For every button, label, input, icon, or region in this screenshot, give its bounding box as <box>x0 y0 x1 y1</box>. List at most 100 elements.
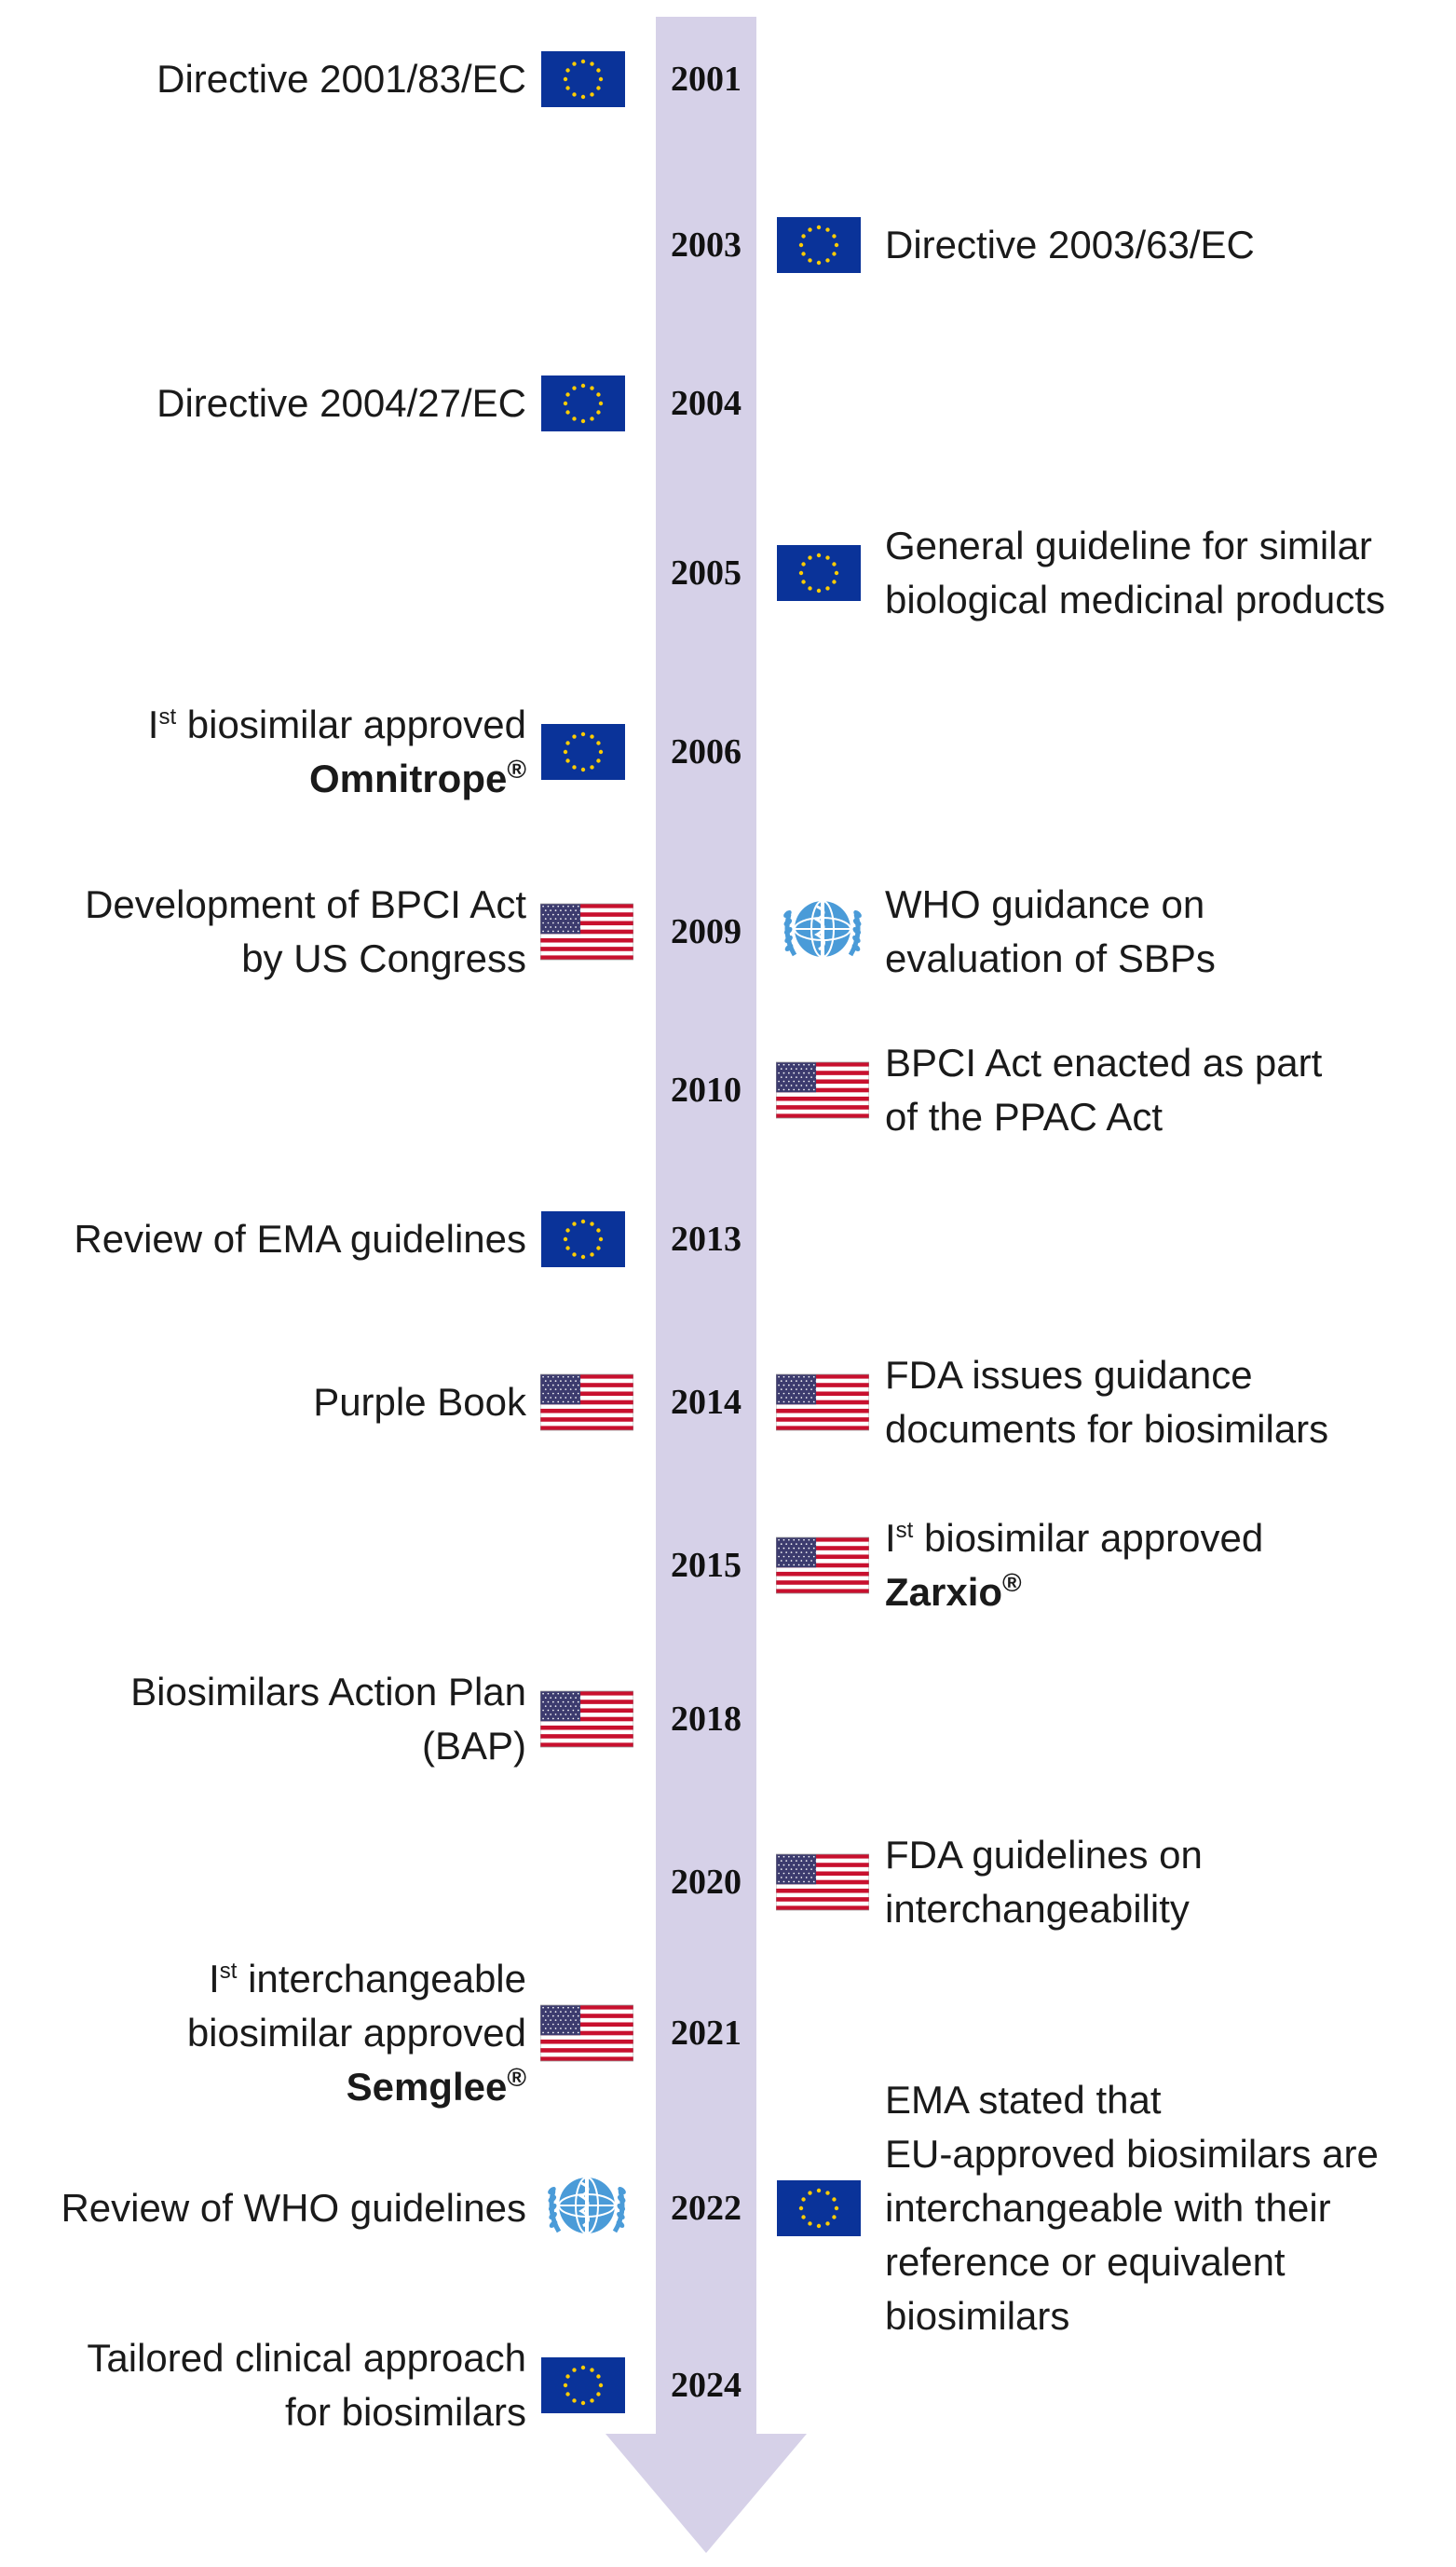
event-text-line: Semglee® <box>187 2060 526 2114</box>
registered-mark: ® <box>507 755 526 784</box>
registered-mark: ® <box>1002 1568 1022 1597</box>
eu-flag-icon <box>540 1211 626 1267</box>
us-flag-icon <box>775 1536 870 1594</box>
event-text-line: for biosimilars <box>87 2385 526 2439</box>
event-text-line: biosimilars <box>885 2289 1379 2343</box>
year-label: 2018 <box>671 1700 742 1739</box>
event-2013-left: Review of EMA guidelines <box>74 1212 526 1266</box>
product-name: Semglee <box>346 2065 508 2109</box>
event-text-line: Directive 2003/63/EC <box>885 218 1255 272</box>
event-text: WHO guidance on <box>885 882 1205 926</box>
year-label: 2021 <box>671 2014 742 2053</box>
event-text-line: Ist biosimilar approved <box>148 698 526 752</box>
event-text: Review of EMA guidelines <box>74 1217 526 1261</box>
event-text: interchangeable <box>237 1957 526 2000</box>
eu-flag-icon <box>540 51 626 107</box>
us-flag-icon <box>539 1690 634 1748</box>
event-2024-left: Tailored clinical approach for biosimilar… <box>87 2331 526 2439</box>
year-label: 2010 <box>671 1071 742 1110</box>
year-label: 2015 <box>671 1546 742 1585</box>
event-text: biological medicinal products <box>885 578 1385 621</box>
event-2015-right: Ist biosimilar approved Zarxio® <box>885 1511 1263 1619</box>
event-text-line: Biosimilars Action Plan <box>130 1665 526 1719</box>
year-label: 2005 <box>671 553 742 593</box>
year-label: 2022 <box>671 2189 742 2228</box>
year-label: 2014 <box>671 1383 742 1422</box>
year-label: 2024 <box>671 2366 742 2405</box>
event-text-line: Ist biosimilar approved <box>885 1511 1263 1565</box>
us-flag-icon <box>775 1373 870 1431</box>
event-text-line: Tailored clinical approach <box>87 2331 526 2385</box>
event-text: EU-approved biosimilars are <box>885 2132 1379 2176</box>
event-text-line: WHO guidance on <box>885 878 1216 932</box>
event-text: Biosimilars Action Plan <box>130 1670 526 1714</box>
event-text-line: of the PPAC Act <box>885 1090 1322 1144</box>
event-2022-right: EMA stated that EU-approved biosimilars a… <box>885 2073 1379 2343</box>
event-2020-right: FDA guidelines on interchangeability <box>885 1828 1203 1936</box>
event-2018-left: Biosimilars Action Plan (BAP) <box>130 1665 526 1773</box>
product-name: Omnitrope <box>309 757 508 800</box>
event-text-line: interchangeable with their <box>885 2181 1379 2235</box>
eu-flag-icon <box>540 724 626 780</box>
event-text: documents for biosimilars <box>885 1407 1329 1451</box>
event-text: Directive 2003/63/EC <box>885 223 1255 266</box>
year-label: 2006 <box>671 732 742 771</box>
event-text-line: Ist interchangeable <box>187 1952 526 2006</box>
event-text-line: FDA guidelines on <box>885 1828 1203 1882</box>
event-text: FDA guidelines on <box>885 1833 1203 1877</box>
event-text-line: Development of BPCI Act <box>85 878 526 932</box>
event-text-line: Zarxio® <box>885 1565 1263 1619</box>
eu-flag-icon <box>540 2357 626 2413</box>
year-label: 2013 <box>671 1220 742 1259</box>
event-text-line: evaluation of SBPs <box>885 932 1216 986</box>
event-text: interchangeability <box>885 1887 1190 1931</box>
event-2009-right: WHO guidance on evaluation of SBPs <box>885 878 1216 986</box>
event-text: Review of WHO guidelines <box>61 2186 526 2230</box>
event-text: I <box>209 1957 220 2000</box>
event-text: Directive 2004/27/EC <box>156 381 526 425</box>
event-2003-right: Directive 2003/63/EC <box>885 218 1255 272</box>
event-text-line: Directive 2001/83/EC <box>156 52 526 106</box>
event-text: Directive 2001/83/EC <box>156 57 526 101</box>
event-2021-left: Ist interchangeable biosimilar approved Se… <box>187 1952 526 2114</box>
event-text: biosimilar approved <box>186 2011 526 2055</box>
ordinal-suffix: st <box>158 704 177 730</box>
event-text-line: by US Congress <box>85 932 526 986</box>
timeline-arrow-shape <box>606 17 807 2553</box>
event-text-line: General guideline for similar <box>885 519 1385 573</box>
event-text: EMA stated that <box>885 2078 1162 2122</box>
event-text: of the PPAC Act <box>885 1095 1163 1139</box>
ordinal-suffix: st <box>219 1959 238 1984</box>
us-flag-icon <box>775 1061 870 1119</box>
event-2005-right: General guideline for similar biological … <box>885 519 1385 627</box>
event-text: BPCI Act enacted as part <box>885 1041 1323 1085</box>
event-text: I <box>885 1516 896 1560</box>
year-label: 2020 <box>671 1863 742 1902</box>
ordinal-suffix: st <box>895 1518 914 1543</box>
eu-flag-icon <box>540 375 626 431</box>
event-text: Purple Book <box>313 1380 526 1424</box>
event-text: by US Congress <box>241 936 526 980</box>
eu-flag-icon <box>776 217 862 273</box>
event-text: I <box>147 703 159 746</box>
event-2001-left: Directive 2001/83/EC <box>156 52 526 106</box>
eu-flag-icon <box>776 545 862 601</box>
year-label: 2003 <box>671 225 742 265</box>
event-2022-left: Review of WHO guidelines <box>61 2181 526 2235</box>
event-text-line: EMA stated that <box>885 2073 1379 2127</box>
year-label: 2001 <box>671 60 742 99</box>
us-flag-icon <box>539 903 634 961</box>
event-text: for biosimilars <box>284 2390 526 2434</box>
event-2009-left: Development of BPCI Act by US Congress <box>85 878 526 986</box>
us-flag-icon <box>775 1853 870 1911</box>
event-text-line: Review of WHO guidelines <box>61 2181 526 2235</box>
event-text: biosimilar approved <box>176 703 526 746</box>
event-text-line: biosimilar approved <box>187 2006 526 2060</box>
event-text-line: interchangeability <box>885 1882 1203 1936</box>
event-text: biosimilar approved <box>913 1516 1264 1560</box>
event-2010-right: BPCI Act enacted as part of the PPAC Act <box>885 1036 1322 1144</box>
who-emblem-icon <box>776 890 869 974</box>
event-text-line: reference or equivalent <box>885 2235 1379 2289</box>
event-text-line: EU-approved biosimilars are <box>885 2127 1379 2181</box>
